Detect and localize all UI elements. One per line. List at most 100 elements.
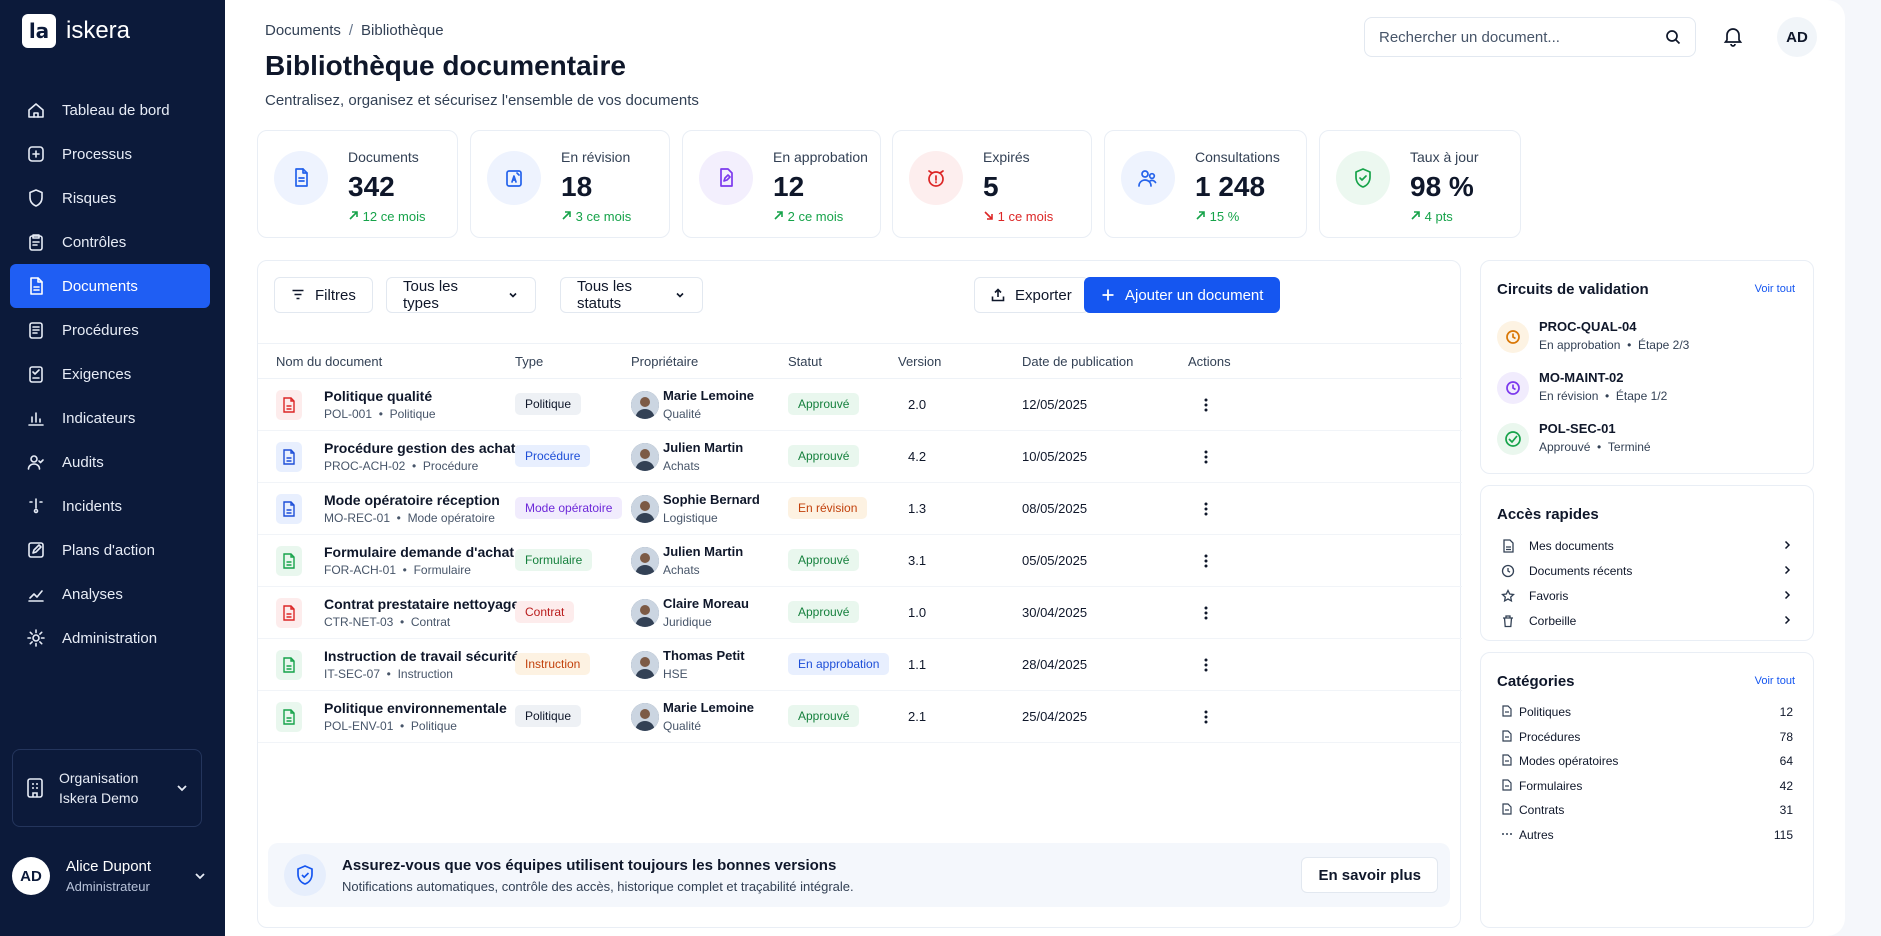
- circuit-item[interactable]: MO-MAINT-02 En révision • Étape 1/2: [1497, 368, 1797, 408]
- table-row[interactable]: Politique qualité POL-001 • Politique Poli…: [258, 379, 1462, 431]
- column-status[interactable]: Statut: [788, 354, 822, 369]
- category-item[interactable]: Contrats 31: [1497, 801, 1797, 821]
- brand[interactable]: la iskera: [22, 14, 130, 48]
- stat-trend-text: 3 ce mois: [575, 209, 632, 224]
- table-row[interactable]: Procédure gestion des achats PROC-ACH-02 …: [258, 431, 1462, 483]
- status-badge: Approuvé: [788, 445, 860, 467]
- stat-card-en-approbation[interactable]: En approbation 12 2 ce mois: [682, 130, 881, 238]
- column-version[interactable]: Version: [898, 354, 942, 369]
- category-item[interactable]: Procédures 78: [1497, 728, 1797, 748]
- type-select[interactable]: Tous les types: [386, 277, 536, 313]
- organisation-switcher[interactable]: Organisation Iskera Demo: [12, 749, 202, 827]
- stat-card-en-r-vision[interactable]: En révision 18 3 ce mois: [470, 130, 670, 238]
- clipboard-icon: [26, 232, 46, 252]
- file-icon: [1501, 729, 1513, 742]
- avatar[interactable]: AD: [1777, 17, 1817, 57]
- more-actions-icon[interactable]: [1196, 445, 1216, 469]
- sidebar-item-risques[interactable]: Risques: [10, 176, 210, 220]
- table-row[interactable]: Politique environnementale POL-ENV-01 • P…: [258, 691, 1462, 743]
- document-name[interactable]: Procédure gestion des achats: [324, 440, 524, 456]
- stat-icon: [699, 151, 753, 205]
- type-badge: Instruction: [515, 653, 591, 675]
- sidebar-item-indicateurs[interactable]: Indicateurs: [10, 396, 210, 440]
- status-select[interactable]: Tous les statuts: [560, 277, 703, 313]
- document-icon: [1501, 539, 1515, 553]
- stat-card-documents[interactable]: Documents 342 12 ce mois: [257, 130, 458, 238]
- table-row[interactable]: Formulaire demande d'achat FOR-ACH-01 • F…: [258, 535, 1462, 587]
- sidebar-item-processus[interactable]: Processus: [10, 132, 210, 176]
- sidebar-item-audits[interactable]: Audits: [10, 440, 210, 484]
- filters-button[interactable]: Filtres: [274, 277, 373, 313]
- user-check-icon: [26, 452, 46, 472]
- circuit-status: En révision: [1539, 389, 1599, 403]
- column-date[interactable]: Date de publication: [1022, 354, 1134, 369]
- clock-icon: [1497, 321, 1529, 353]
- document-icon: [26, 276, 46, 296]
- quick-access-item[interactable]: Mes documents: [1497, 536, 1797, 558]
- column-type[interactable]: Type: [515, 354, 544, 369]
- circuit-item[interactable]: PROC-QUAL-04 En approbation • Étape 2/3: [1497, 317, 1797, 357]
- table-row[interactable]: Instruction de travail sécurité IT-SEC-07…: [258, 639, 1462, 691]
- export-button[interactable]: Exporter: [974, 277, 1089, 313]
- more-actions-icon[interactable]: [1196, 497, 1216, 521]
- more-actions-icon[interactable]: [1196, 653, 1216, 677]
- column-owner[interactable]: Propriétaire: [631, 354, 699, 369]
- stat-card-taux-jour[interactable]: Taux à jour 98 % 4 pts: [1319, 130, 1521, 238]
- categories-see-all-link[interactable]: Voir tout: [1754, 675, 1795, 687]
- add-document-button[interactable]: Ajouter un document: [1084, 277, 1281, 313]
- circuits-see-all-link[interactable]: Voir tout: [1754, 283, 1795, 295]
- sidebar-item-label: Procédures: [62, 321, 139, 339]
- arrow-up-right-icon: [774, 211, 783, 220]
- user-menu[interactable]: AD Alice Dupont Administrateur: [12, 852, 207, 900]
- shield-icon: [26, 188, 46, 208]
- stat-card-consultations[interactable]: Consultations 1 248 15 %: [1104, 130, 1307, 238]
- sidebar-item-tableau-de-bord[interactable]: Tableau de bord: [10, 88, 210, 132]
- breadcrumb-documents[interactable]: Documents: [265, 22, 341, 39]
- more-actions-icon[interactable]: [1196, 549, 1216, 573]
- sidebar-item-incidents[interactable]: Incidents: [10, 484, 210, 528]
- sidebar-item-plans-d-action[interactable]: Plans d'action: [10, 528, 210, 572]
- building-icon: [27, 778, 43, 798]
- circuit-item[interactable]: POL-SEC-01 Approuvé • Terminé: [1497, 419, 1797, 459]
- document-name[interactable]: Formulaire demande d'achat: [324, 544, 515, 560]
- stat-label: En révision: [561, 149, 631, 165]
- stat-card-expir-s[interactable]: Expirés 5 1 ce mois: [892, 130, 1092, 238]
- document-name[interactable]: Contrat prestataire nettoyage: [324, 596, 520, 612]
- document-name[interactable]: Instruction de travail sécurité: [324, 648, 520, 664]
- table-row[interactable]: Mode opératoire réception MO-REC-01 • Mod…: [258, 483, 1462, 535]
- learn-more-button[interactable]: En savoir plus: [1301, 857, 1438, 893]
- quick-access-item[interactable]: Favoris: [1497, 586, 1797, 608]
- sidebar-item-proc-dures[interactable]: Procédures: [10, 308, 210, 352]
- sidebar-item-administration[interactable]: Administration: [10, 616, 210, 660]
- stat-trend: 2 ce mois: [773, 209, 843, 224]
- arrow-up-right-icon: [562, 211, 571, 220]
- quick-access-item[interactable]: Corbeille: [1497, 611, 1797, 633]
- column-name[interactable]: Nom du document: [276, 354, 383, 369]
- more-actions-icon[interactable]: [1196, 393, 1216, 417]
- procedure-icon: [26, 320, 46, 340]
- category-item[interactable]: Modes opératoires 64: [1497, 752, 1797, 772]
- sidebar-item-contr-les[interactable]: Contrôles: [10, 220, 210, 264]
- quick-access-item[interactable]: Documents récents: [1497, 561, 1797, 583]
- category-item[interactable]: Autres 115: [1497, 826, 1797, 846]
- document-name[interactable]: Politique environnementale: [324, 700, 507, 716]
- sidebar-item-analyses[interactable]: Analyses: [10, 572, 210, 616]
- excel-file-icon: [276, 702, 302, 732]
- document-code: POL-001: [324, 407, 373, 421]
- more-actions-icon[interactable]: [1196, 705, 1216, 729]
- category-item[interactable]: Formulaires 42: [1497, 777, 1797, 797]
- more-actions-icon[interactable]: [1196, 601, 1216, 625]
- avatar: [631, 495, 659, 523]
- publication-date: 12/05/2025: [1022, 397, 1088, 412]
- owner-department: Qualité: [663, 719, 702, 733]
- document-name[interactable]: Mode opératoire réception: [324, 492, 500, 508]
- search-input[interactable]: Rechercher un document...: [1364, 17, 1696, 57]
- table-row[interactable]: Contrat prestataire nettoyage CTR-NET-03 …: [258, 587, 1462, 639]
- sidebar-item-label: Indicateurs: [62, 409, 136, 427]
- document-name[interactable]: Politique qualité: [324, 388, 433, 404]
- document-code: FOR-ACH-01: [324, 563, 397, 577]
- bell-icon[interactable]: [1721, 24, 1745, 48]
- sidebar-item-exigences[interactable]: Exigences: [10, 352, 210, 396]
- category-item[interactable]: Politiques 12: [1497, 703, 1797, 723]
- sidebar-item-documents[interactable]: Documents: [10, 264, 210, 308]
